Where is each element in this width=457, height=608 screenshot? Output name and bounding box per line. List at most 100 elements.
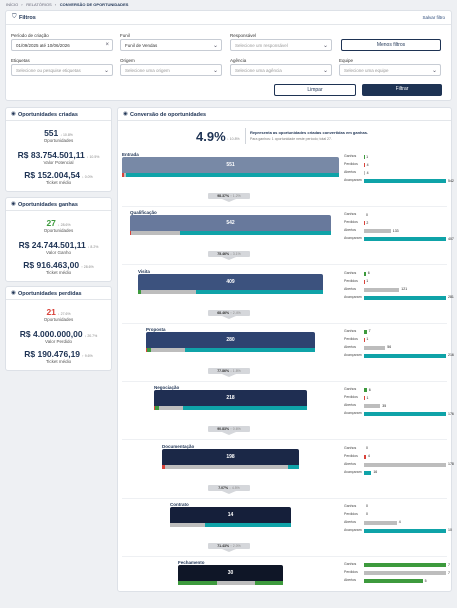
field-input[interactable]: Funil de Vendas ⌄ bbox=[120, 39, 222, 51]
chevron: ⌄ bbox=[431, 68, 437, 74]
transition-pill: 7.07% ↓ 4.5% bbox=[208, 484, 250, 491]
stage-bar: 409 bbox=[138, 273, 323, 290]
conversion-desc: Representa as oportunidades criadas conv… bbox=[250, 130, 369, 135]
field-input[interactable]: 01/09/2025 até 10/06/2026 × bbox=[11, 39, 113, 51]
filter-icon: ⛉ bbox=[12, 14, 17, 20]
metric-value: 21 bbox=[46, 307, 56, 317]
field-value: Selecione uma agência bbox=[235, 68, 282, 73]
breakdown-label: Ganhos bbox=[344, 562, 357, 567]
strip-segment bbox=[122, 173, 124, 177]
stage-bar: 551 bbox=[122, 157, 339, 173]
metric-delta: ↓ 20.7% bbox=[84, 334, 98, 338]
strip-segment bbox=[287, 464, 299, 469]
breadcrumb-item: CONVERSÃO DE OPORTUNIDADES bbox=[59, 2, 129, 7]
breakdown-label: Ganhos bbox=[344, 503, 357, 508]
breakdown-value: 0 bbox=[366, 446, 368, 450]
breakdown-bar bbox=[364, 271, 366, 276]
transition-rate: 90.83% bbox=[217, 427, 230, 432]
stage-sep bbox=[122, 555, 447, 557]
metric-line: 27 ↓ 28.6% bbox=[6, 218, 111, 228]
field-input[interactable]: Selecione uma equipe ⌄ bbox=[339, 64, 441, 76]
transition-delta: ↑ 1.2% bbox=[229, 194, 241, 198]
strip-segment bbox=[180, 231, 331, 236]
metric-label: Valor Perdido bbox=[45, 339, 72, 344]
strip-segment bbox=[183, 406, 307, 411]
breakdown-label: Ganhos bbox=[344, 328, 357, 333]
metric-line: 551 ↓ 10.8% bbox=[6, 128, 111, 138]
breakdown-value: 6 bbox=[367, 271, 370, 276]
stage-count: 280 bbox=[226, 336, 235, 343]
breakdown-bar bbox=[364, 388, 367, 393]
divider bbox=[118, 120, 451, 121]
save-filter[interactable]: Salvar filtro bbox=[422, 15, 445, 20]
transition-rate: 7.07% bbox=[218, 485, 229, 490]
breakdown-label: Abertos bbox=[344, 461, 357, 466]
stage-count: 409 bbox=[226, 278, 235, 285]
stage-strip bbox=[130, 231, 331, 236]
toggle-filters[interactable]: Menos filtros bbox=[341, 39, 441, 51]
field-value: Selecione ou pesquise etiquetas bbox=[16, 68, 81, 73]
breakdown-bar bbox=[364, 345, 386, 350]
breakdown-value: 10 bbox=[448, 528, 452, 533]
strip-segment bbox=[162, 464, 165, 469]
breadcrumb-sep: › bbox=[21, 2, 23, 7]
breadcrumb-sep: › bbox=[54, 2, 57, 7]
transition-pill: 75.46% ↓ 3.1% bbox=[208, 251, 250, 258]
card-icon: ◉ bbox=[11, 111, 16, 117]
stage-name: Contrato bbox=[170, 501, 189, 507]
stage-strip bbox=[122, 173, 339, 177]
field-input[interactable]: Selecione um responsável ⌄ bbox=[230, 39, 332, 51]
breadcrumb-item[interactable]: RELATÓRIOS bbox=[26, 2, 52, 7]
strip-segment bbox=[158, 406, 184, 411]
transition-arrow bbox=[222, 432, 236, 436]
transition-arrow bbox=[222, 257, 236, 261]
conversion-note: Para ganhos: 1 oportunidade neste períod… bbox=[250, 137, 332, 141]
clear-button[interactable]: Limpar bbox=[274, 84, 356, 96]
breadcrumb-item[interactable]: INÍCIO bbox=[6, 2, 19, 7]
metric-delta: ↓ 8.2% bbox=[87, 244, 99, 249]
breakdown-label: Perdidos bbox=[344, 162, 358, 166]
metric-delta: ↓ 10.8% bbox=[60, 133, 73, 137]
field-input[interactable]: Selecione uma agência ⌄ bbox=[230, 64, 332, 76]
transition-rate: 75.46% bbox=[217, 252, 230, 257]
chevron: × bbox=[105, 42, 109, 48]
strip-segment bbox=[255, 581, 283, 586]
breakdown-label: Abertos bbox=[344, 344, 357, 349]
stage-strip bbox=[170, 522, 291, 527]
field-label: Origem bbox=[120, 58, 135, 63]
breakdown-value: 281 bbox=[448, 295, 454, 300]
breakdown-bar bbox=[364, 404, 381, 409]
divider bbox=[6, 24, 451, 25]
transition-pill: 77.86% ↓ 1.8% bbox=[208, 367, 250, 374]
stage-count: 14 bbox=[227, 511, 234, 518]
metric-line: 21 ↓ 27.6% bbox=[6, 307, 111, 317]
stage-bar: 280 bbox=[146, 331, 315, 348]
metric-line: R$ 916.463,00 ↑ 28.6% bbox=[6, 260, 111, 270]
breakdown-value: 1 bbox=[366, 279, 369, 284]
stage-count: 198 bbox=[226, 453, 235, 460]
conversion-panel: ◉ Conversão de oportunidades 4.9% ↓ 10.8% Re… bbox=[117, 107, 454, 592]
breakdown-label: Perdidos bbox=[344, 511, 358, 516]
field-value: Funil de Vendas bbox=[125, 43, 158, 48]
field-input[interactable]: Selecione uma origem ⌄ bbox=[120, 64, 222, 76]
breakdown-bar bbox=[364, 287, 400, 292]
breakdown-label: Abertos bbox=[344, 403, 357, 408]
metric-label: Valor Potencial bbox=[43, 160, 74, 165]
divider bbox=[6, 209, 111, 211]
summary-card: ◉ Oportunidades perdidas 21 ↓ 27.6% Oportuni… bbox=[5, 286, 112, 371]
stage-sep bbox=[122, 264, 447, 266]
stage-strip bbox=[138, 289, 323, 294]
breakdown-bar bbox=[364, 470, 372, 475]
stage-strip bbox=[146, 347, 315, 352]
breakdown-label: Abertos bbox=[344, 170, 357, 174]
stage-strip bbox=[178, 581, 283, 586]
field-label: Funil bbox=[120, 33, 130, 38]
field-input[interactable]: Selecione ou pesquise etiquetas ⌄ bbox=[11, 64, 113, 76]
stage-name: Fechamento bbox=[178, 560, 205, 566]
metric-value: 551 bbox=[44, 128, 59, 138]
breakdown-label: Avançaram bbox=[344, 527, 362, 532]
transition-delta: ↓ 3.1% bbox=[229, 252, 241, 257]
breakdown-bar bbox=[364, 179, 446, 183]
submit-button[interactable]: Filtrar bbox=[362, 84, 442, 96]
